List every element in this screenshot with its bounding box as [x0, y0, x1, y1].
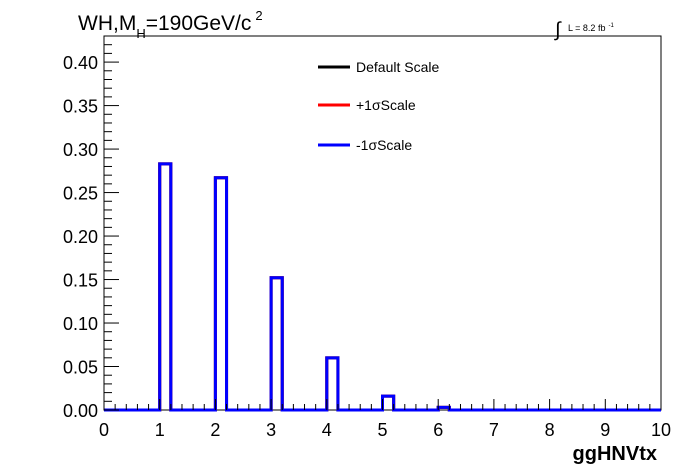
x-tick-label: 6 — [433, 420, 443, 440]
series-line-1 — [104, 162, 661, 412]
y-tick-label: 0.10 — [63, 314, 98, 334]
x-axis-label: ggHNVtx — [573, 443, 657, 465]
lumi-label: L = 8.2 fb -1 — [568, 23, 614, 33]
plot-frame — [103, 35, 662, 411]
x-tick-label: 0 — [99, 420, 109, 440]
x-tick-label: 3 — [266, 420, 276, 440]
x-tick-label: 2 — [210, 420, 220, 440]
x-tick-label: 10 — [651, 420, 671, 440]
legend-label-2: +1σScale — [356, 97, 416, 113]
x-tick-label: 7 — [489, 420, 499, 440]
x-tick-label: 4 — [322, 420, 332, 440]
y-tick-label: 0.00 — [63, 401, 98, 421]
lumi-integral: ∫ — [554, 19, 562, 41]
axes: 0 1 2 3 4 5 6 7 8 9 10 0.00 0.05 0.10 0.15 0.20 0.25 0.30… — [63, 44, 671, 440]
y-tick-label: 0.30 — [63, 140, 98, 160]
histogram-series — [104, 162, 661, 412]
x-tick-label: 8 — [545, 420, 555, 440]
y-tick-label: 0.20 — [63, 227, 98, 247]
x-tick-label: 5 — [377, 420, 387, 440]
chart-title: WH,MH=190GeV/c 2 — [78, 8, 263, 41]
x-tick-label: 9 — [600, 420, 610, 440]
y-tick-label: 0.25 — [63, 184, 98, 204]
legend-label-3: -1σScale — [356, 137, 412, 153]
legend: Default Scale +1σScale -1σScale — [318, 59, 439, 153]
y-tick-label: 0.05 — [63, 358, 98, 378]
series-line-3 — [104, 162, 661, 412]
x-tick-label: 1 — [155, 420, 165, 440]
legend-label-1: Default Scale — [356, 59, 439, 75]
y-tick-label: 0.35 — [63, 97, 98, 117]
series-line-2 — [104, 162, 661, 412]
y-tick-label: 0.15 — [63, 271, 98, 291]
y-tick-label: 0.40 — [63, 53, 98, 73]
